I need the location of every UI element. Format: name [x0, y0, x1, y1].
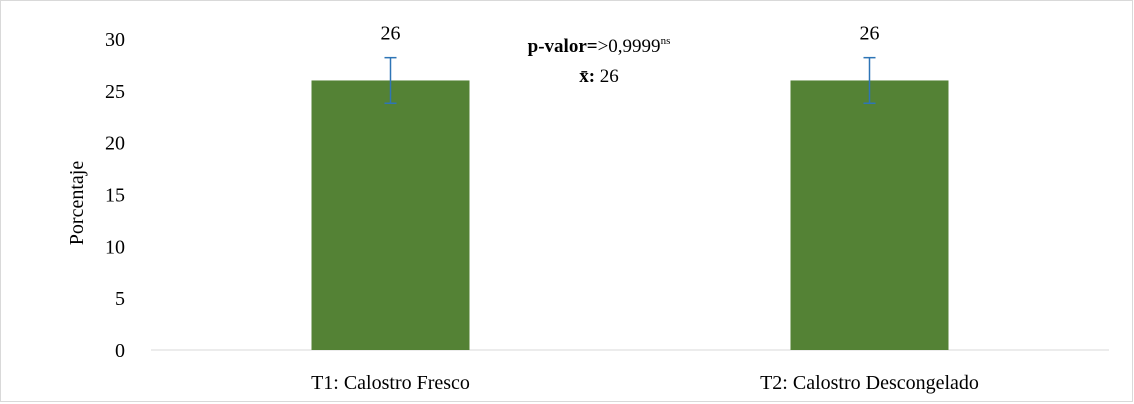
p-value-value: >0,9999	[598, 36, 661, 57]
mean-annotation: x̄: 26	[579, 66, 619, 87]
mean-value: 26	[595, 66, 619, 87]
y-axis-label: Porcentaje	[66, 161, 88, 246]
data-label: 26	[860, 23, 880, 45]
p-value-annotation: p-valor=>0,9999ns	[528, 35, 671, 57]
y-tick-label: 0	[115, 340, 125, 362]
y-tick-label: 15	[105, 185, 125, 207]
bar	[790, 80, 949, 350]
mean-label: x̄:	[579, 66, 595, 87]
y-tick-label: 5	[115, 288, 125, 310]
p-value-label: p-valor=	[528, 36, 598, 57]
x-tick-label: T1: Calostro Fresco	[311, 372, 470, 394]
y-tick-label: 10	[105, 236, 125, 258]
y-tick-label: 25	[105, 81, 125, 103]
bar	[311, 80, 470, 350]
error-bar	[384, 56, 397, 105]
error-bar	[863, 56, 876, 105]
data-label: 26	[381, 23, 401, 45]
y-tick-label: 20	[105, 133, 125, 155]
x-tick-label: T2: Calostro Descongelado	[760, 372, 979, 394]
p-value-significance: ns	[661, 35, 671, 47]
y-tick-label: 30	[105, 29, 125, 51]
